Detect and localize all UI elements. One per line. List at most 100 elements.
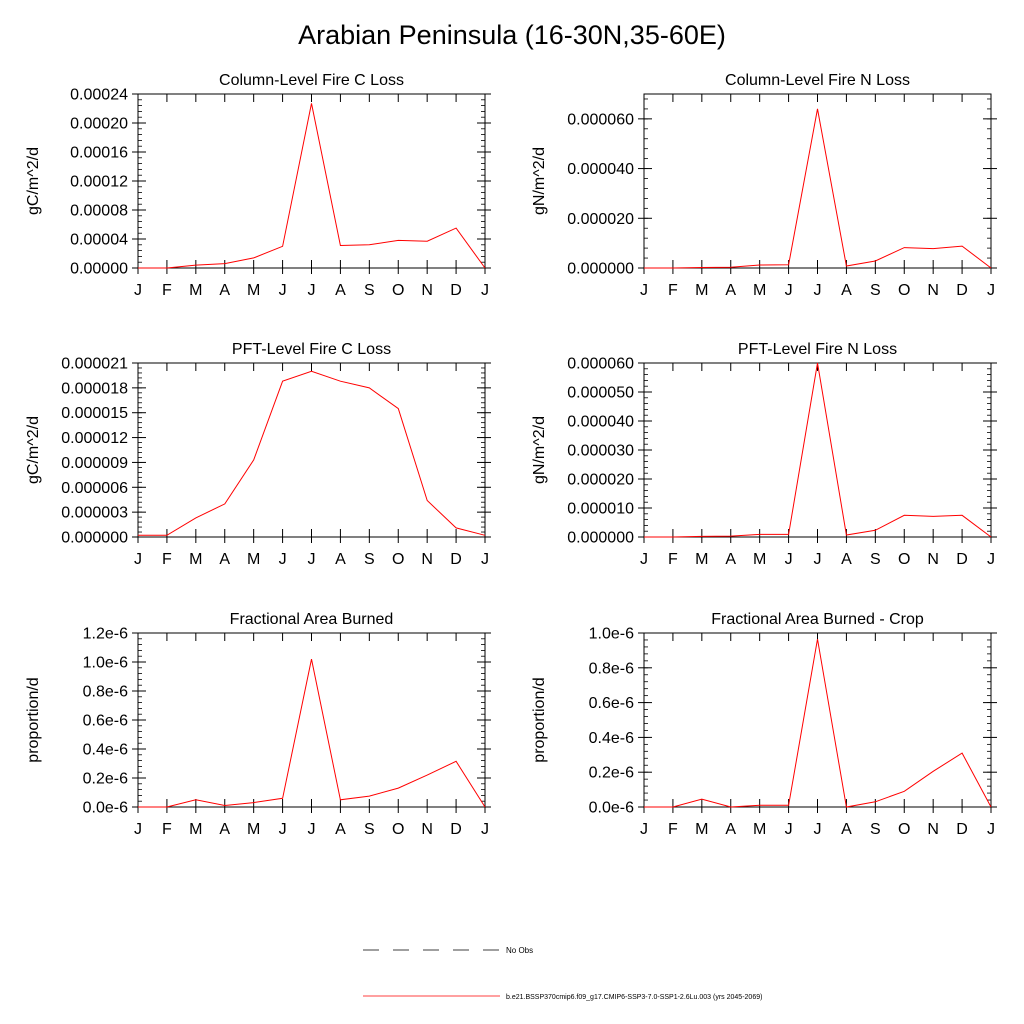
y-tick-label: 0.8e-6 [589, 660, 634, 677]
x-tick-label: N [421, 821, 433, 838]
x-tick-label: S [870, 821, 881, 838]
x-tick-label: J [640, 282, 648, 299]
y-tick-label: 0.00012 [70, 174, 128, 191]
x-tick-label: A [725, 551, 736, 568]
y-tick-label: 0.000020 [567, 211, 634, 228]
x-tick-label: A [841, 282, 852, 299]
y-tick-label: 0.000000 [567, 530, 634, 547]
y-tick-label: 0.000020 [567, 472, 634, 489]
x-tick-label: J [785, 821, 793, 838]
y-tick-label: 0.4e-6 [589, 730, 634, 747]
x-tick-label: S [364, 551, 375, 568]
y-tick-label: 0.000012 [61, 430, 128, 447]
page-title: Arabian Peninsula (16-30N,35-60E) [298, 20, 726, 50]
x-tick-label: D [956, 551, 968, 568]
x-tick-label: D [450, 551, 462, 568]
plot-frame [643, 632, 992, 808]
y-axis-label: gC/m^2/d [25, 147, 42, 215]
x-tick-label: O [392, 282, 404, 299]
chart-title: Column-Level Fire N Loss [725, 72, 910, 89]
x-tick-label: J [987, 821, 995, 838]
x-tick-label: O [898, 282, 910, 299]
x-tick-label: J [814, 282, 822, 299]
x-tick-label: A [219, 282, 230, 299]
y-tick-label: 0.000040 [567, 414, 634, 431]
y-tick-label: 0.00016 [70, 145, 128, 162]
x-tick-label: S [870, 551, 881, 568]
series-line [138, 103, 486, 269]
x-tick-label: A [335, 821, 346, 838]
x-tick-label: A [725, 282, 736, 299]
x-tick-label: A [219, 551, 230, 568]
plot-frame [137, 362, 486, 538]
x-tick-label: F [162, 282, 172, 299]
x-tick-label: A [335, 282, 346, 299]
y-tick-label: 0.000000 [567, 261, 634, 278]
x-tick-label: J [279, 821, 287, 838]
x-tick-label: O [392, 551, 404, 568]
x-tick-label: J [481, 282, 489, 299]
y-axis-label: gN/m^2/d [531, 147, 548, 215]
y-tick-label: 0.000010 [567, 501, 634, 518]
y-tick-label: 1.0e-6 [83, 655, 128, 672]
legend: No Obs b.e21.BSSP370cmip6.f09_g17.CMIP6-… [363, 946, 762, 1001]
x-tick-label: F [668, 551, 678, 568]
y-tick-label: 0.00020 [70, 116, 128, 133]
x-tick-label: N [927, 551, 939, 568]
y-axis-label: gC/m^2/d [25, 416, 42, 484]
x-tick-label: M [189, 551, 202, 568]
x-tick-label: M [753, 551, 766, 568]
x-tick-label: N [927, 821, 939, 838]
x-tick-label: A [335, 551, 346, 568]
y-tick-label: 0.0e-6 [83, 800, 128, 817]
x-tick-label: J [814, 551, 822, 568]
x-tick-label: N [927, 282, 939, 299]
x-tick-label: S [870, 282, 881, 299]
x-tick-label: J [640, 821, 648, 838]
x-tick-label: M [753, 282, 766, 299]
x-tick-label: J [481, 821, 489, 838]
x-tick-label: M [247, 821, 260, 838]
y-tick-label: 0.000060 [567, 356, 634, 373]
x-tick-label: S [364, 821, 375, 838]
y-tick-label: 0.000015 [61, 405, 128, 422]
x-tick-label: J [814, 821, 822, 838]
y-axis-label: proportion/d [531, 677, 548, 762]
x-tick-label: A [219, 821, 230, 838]
x-tick-label: F [668, 821, 678, 838]
x-tick-label: J [134, 821, 142, 838]
y-tick-label: 0.6e-6 [589, 695, 634, 712]
chart-title: Fractional Area Burned [230, 611, 394, 628]
chart-title: PFT-Level Fire N Loss [738, 341, 897, 358]
chart-title: PFT-Level Fire C Loss [232, 341, 391, 358]
y-tick-label: 0.000018 [61, 380, 128, 397]
y-tick-label: 0.000050 [567, 385, 634, 402]
y-tick-label: 0.000003 [61, 505, 128, 522]
y-tick-label: 0.0e-6 [589, 800, 634, 817]
y-tick-label: 0.4e-6 [83, 742, 128, 759]
x-tick-label: O [392, 821, 404, 838]
x-tick-label: J [987, 282, 995, 299]
plot-frame [643, 93, 992, 269]
x-tick-label: A [841, 821, 852, 838]
y-tick-label: 0.6e-6 [83, 713, 128, 730]
y-tick-label: 0.000021 [61, 356, 128, 373]
x-tick-label: A [725, 821, 736, 838]
x-tick-label: M [695, 821, 708, 838]
x-tick-label: J [785, 282, 793, 299]
x-tick-label: J [640, 551, 648, 568]
legend-obs-label: No Obs [506, 946, 533, 955]
x-tick-label: D [956, 821, 968, 838]
x-tick-label: M [189, 821, 202, 838]
series-line [644, 362, 992, 538]
series-line [138, 370, 486, 536]
x-tick-label: F [668, 282, 678, 299]
y-tick-label: 0.8e-6 [83, 684, 128, 701]
y-tick-label: 0.000030 [567, 443, 634, 460]
x-tick-label: J [308, 821, 316, 838]
x-tick-label: J [481, 551, 489, 568]
